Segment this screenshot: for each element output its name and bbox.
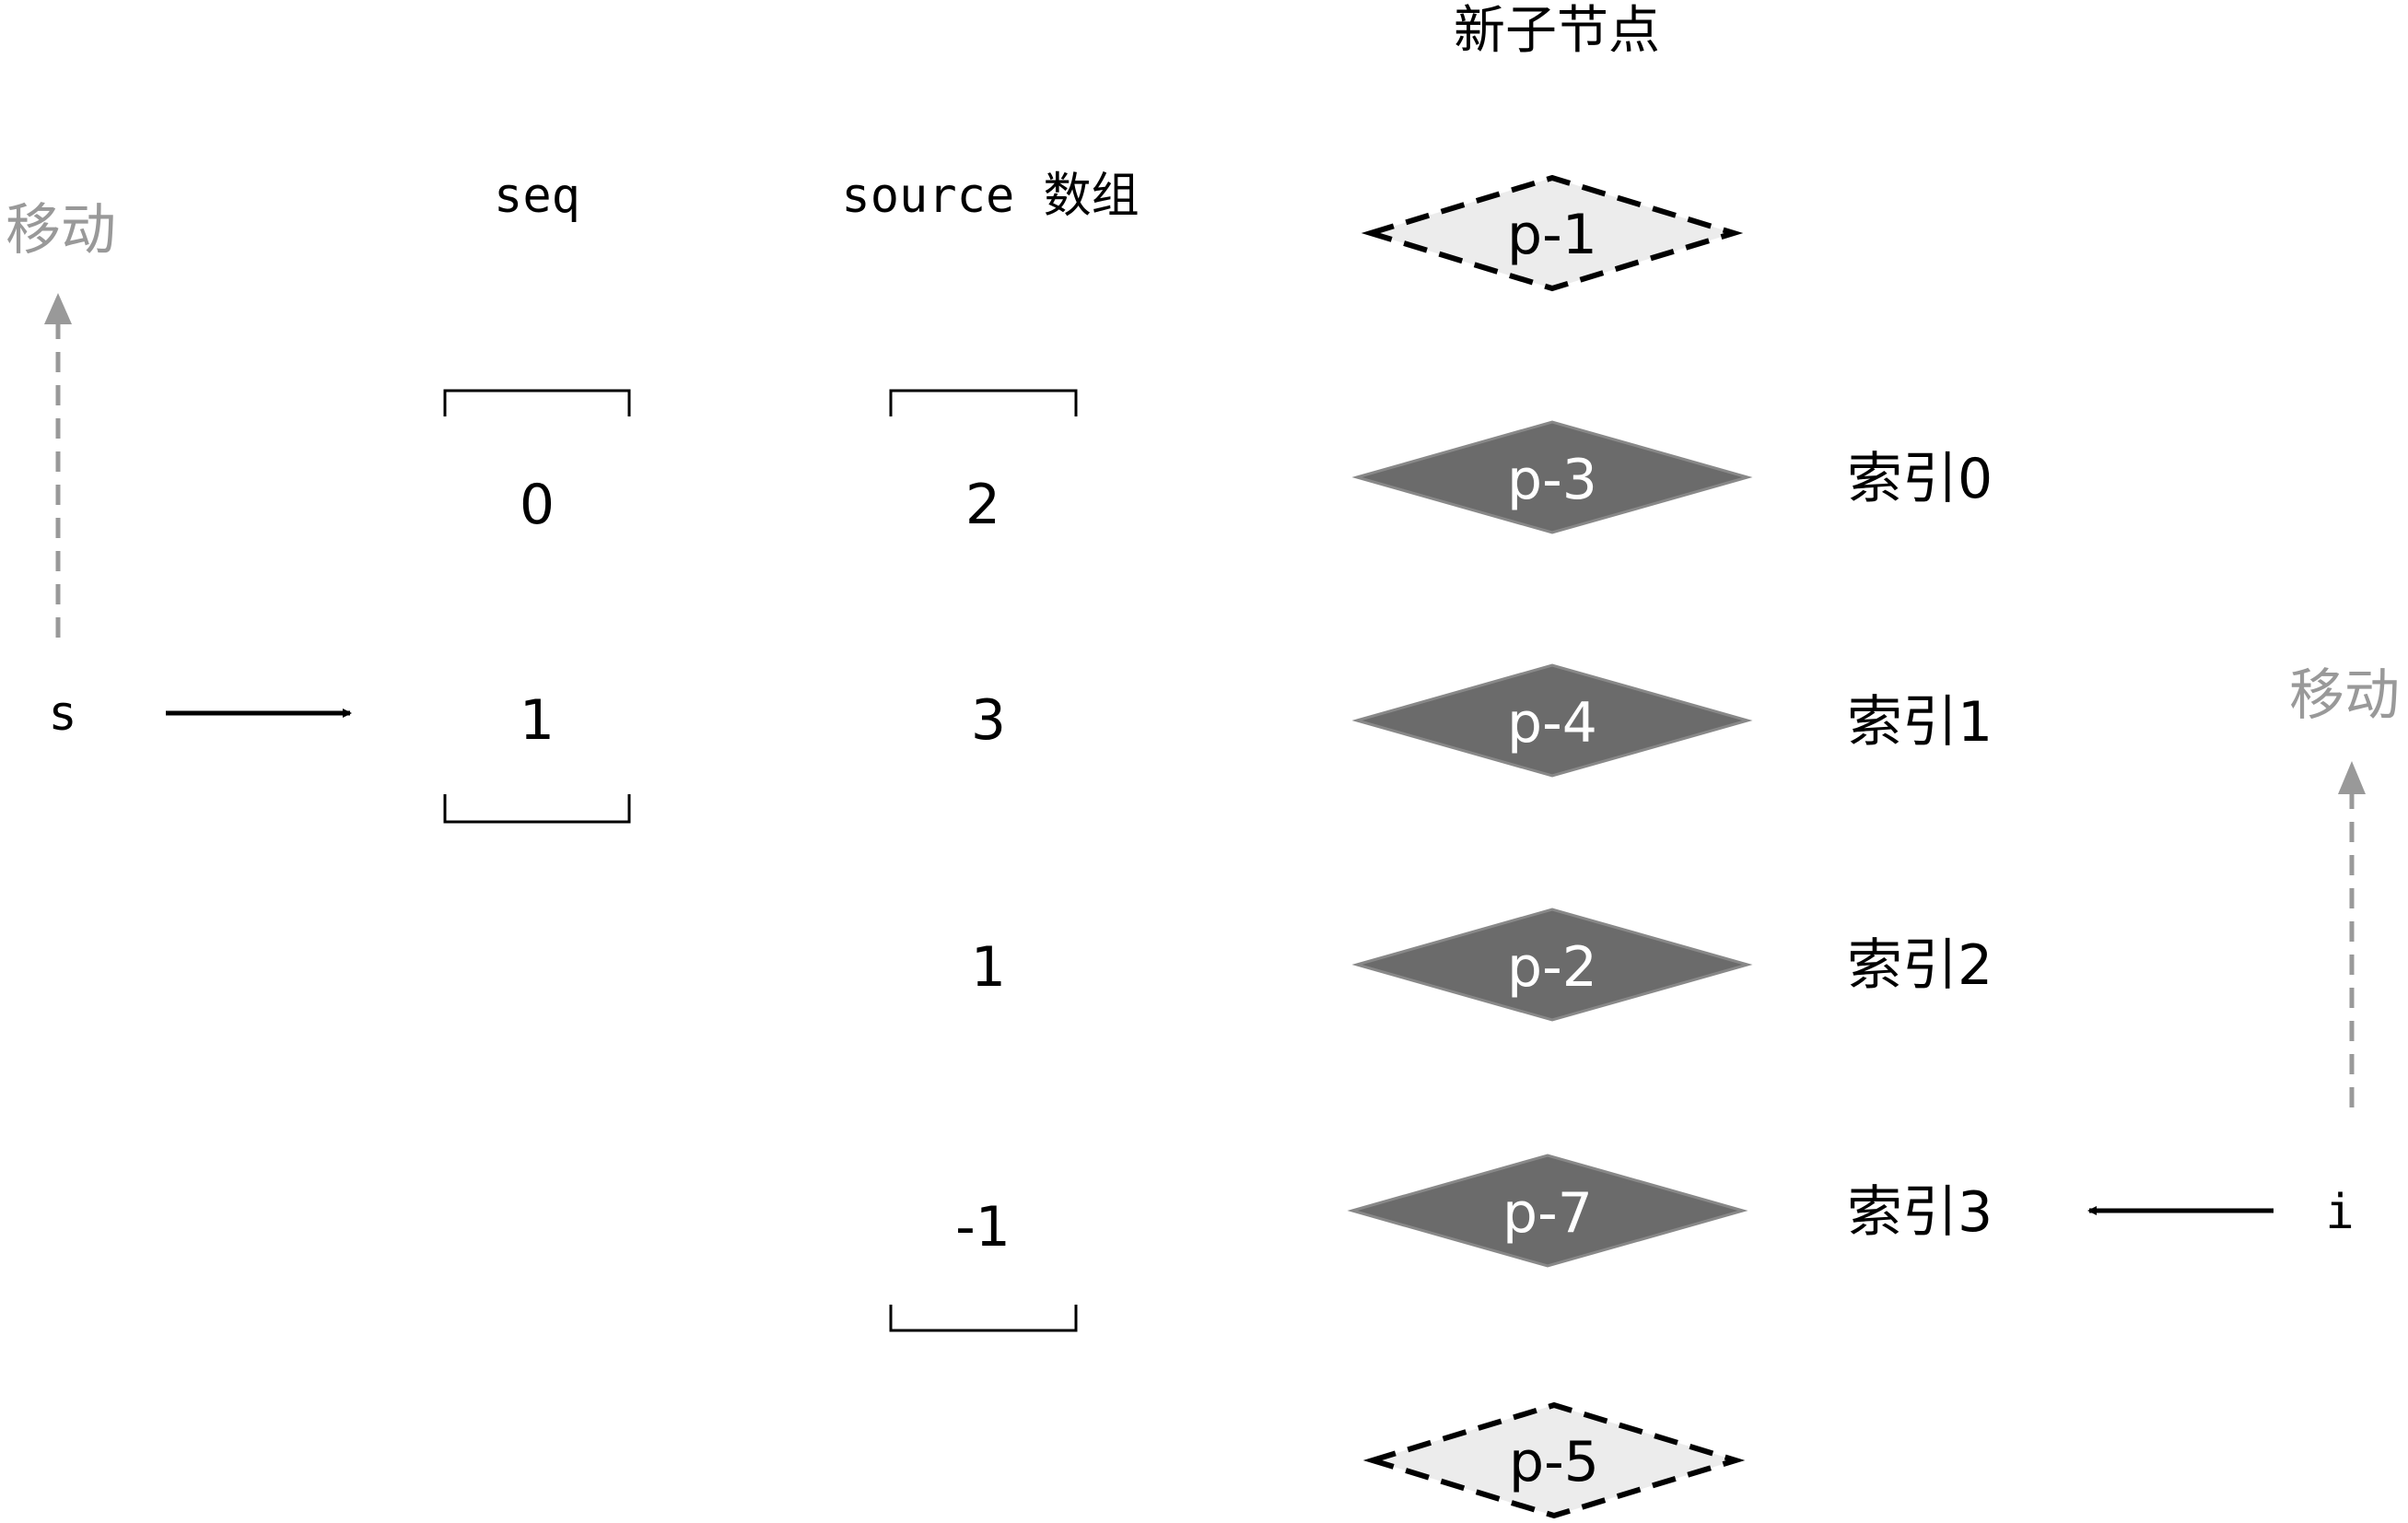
pointer-i-label: i bbox=[2325, 1185, 2354, 1240]
node-p-5: p-5 bbox=[1362, 1401, 1746, 1519]
node-p-4: p-4 bbox=[1351, 663, 1753, 778]
node-p-2: p-2 bbox=[1351, 908, 1753, 1022]
node-label: p-1 bbox=[1507, 203, 1597, 267]
seq-value: 1 bbox=[520, 688, 555, 753]
source-bracket-top bbox=[889, 389, 1078, 416]
seq-header: seq bbox=[494, 169, 580, 224]
node-label: p-5 bbox=[1509, 1430, 1599, 1494]
index-label: 索引2 bbox=[1847, 933, 1993, 998]
node-p-3: p-3 bbox=[1351, 420, 1753, 534]
seq-bracket-top bbox=[443, 389, 631, 416]
seq-value: 0 bbox=[520, 473, 555, 537]
index-label: 索引1 bbox=[1847, 690, 1993, 755]
move-label-right: 移动 bbox=[2289, 663, 2400, 728]
move-arrow-right-head bbox=[2338, 761, 2366, 794]
seq-bracket-bottom bbox=[443, 794, 631, 824]
index-label: 索引3 bbox=[1847, 1180, 1993, 1245]
node-label: p-4 bbox=[1507, 691, 1597, 756]
diagram-title: 新子节点 bbox=[1454, 1, 1660, 61]
source-value: 2 bbox=[965, 473, 1000, 537]
node-p-1: p-1 bbox=[1361, 174, 1744, 292]
source-header: source 数组 bbox=[841, 169, 1139, 224]
source-value: 1 bbox=[971, 935, 1006, 1000]
move-arrow-left-head bbox=[44, 293, 72, 324]
source-bracket-bottom bbox=[889, 1305, 1078, 1332]
move-label-left: 移动 bbox=[6, 198, 116, 263]
pointer-s-label: s bbox=[48, 686, 76, 742]
node-label: p-7 bbox=[1502, 1181, 1593, 1246]
index-label: 索引0 bbox=[1847, 447, 1993, 511]
node-label: p-3 bbox=[1507, 448, 1597, 512]
node-p-7: p-7 bbox=[1347, 1154, 1748, 1268]
source-value: -1 bbox=[955, 1195, 1011, 1259]
source-value: 3 bbox=[971, 688, 1006, 753]
node-label: p-2 bbox=[1507, 935, 1597, 1000]
